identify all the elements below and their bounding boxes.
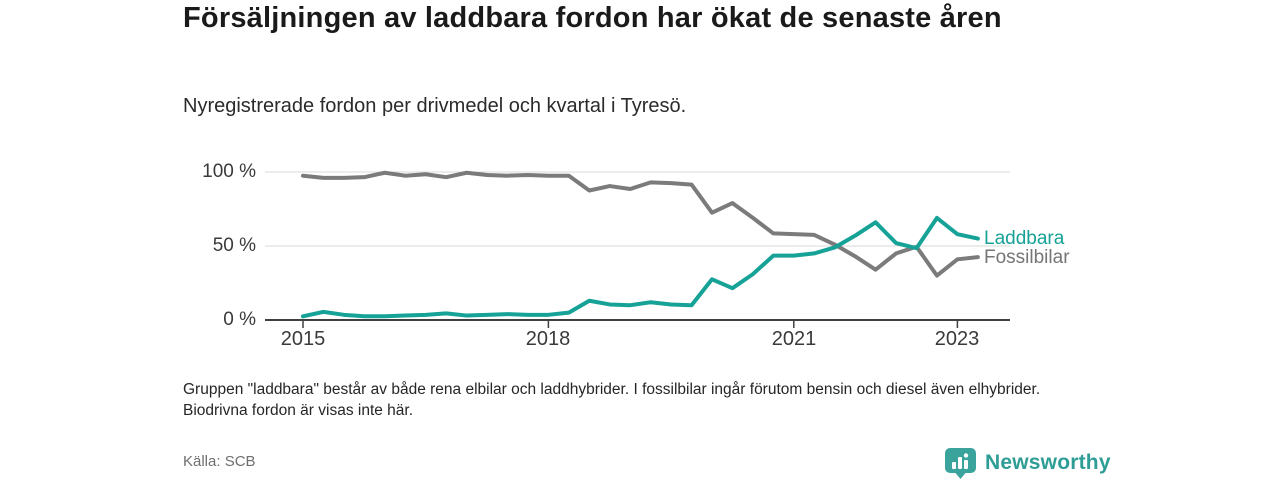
source-label: Källa: SCB [183, 453, 256, 470]
line-fossilbilar [301, 170, 980, 278]
chart-subtitle: Nyregistrerade fordon per drivmedel och … [183, 95, 687, 117]
series-label-fossilbilar: Fossilbilar [984, 247, 1070, 268]
series-label-laddbara: Laddbara [984, 228, 1065, 249]
y-axis-label-50: 50 % [212, 235, 256, 256]
newsworthy-logo: Newsworthy [944, 446, 1111, 480]
x-axis-label-2018: 2018 [525, 328, 571, 350]
page-title: Försäljningen av laddbara fordon har öka… [183, 2, 1002, 34]
line-laddbara [301, 215, 980, 319]
newsworthy-logo-icon [945, 447, 976, 479]
x-axis-label-2023: 2023 [934, 328, 980, 350]
x-axis-label-2015: 2015 [280, 328, 326, 350]
footnote: Gruppen "laddbara" består av både rena e… [183, 381, 1041, 419]
y-axis-label-100: 100 % [202, 161, 256, 182]
x-axis-label-2021: 2021 [771, 328, 817, 350]
newsworthy-logo-text: Newsworthy [985, 451, 1111, 474]
y-axis-label-0: 0 % [223, 309, 256, 330]
